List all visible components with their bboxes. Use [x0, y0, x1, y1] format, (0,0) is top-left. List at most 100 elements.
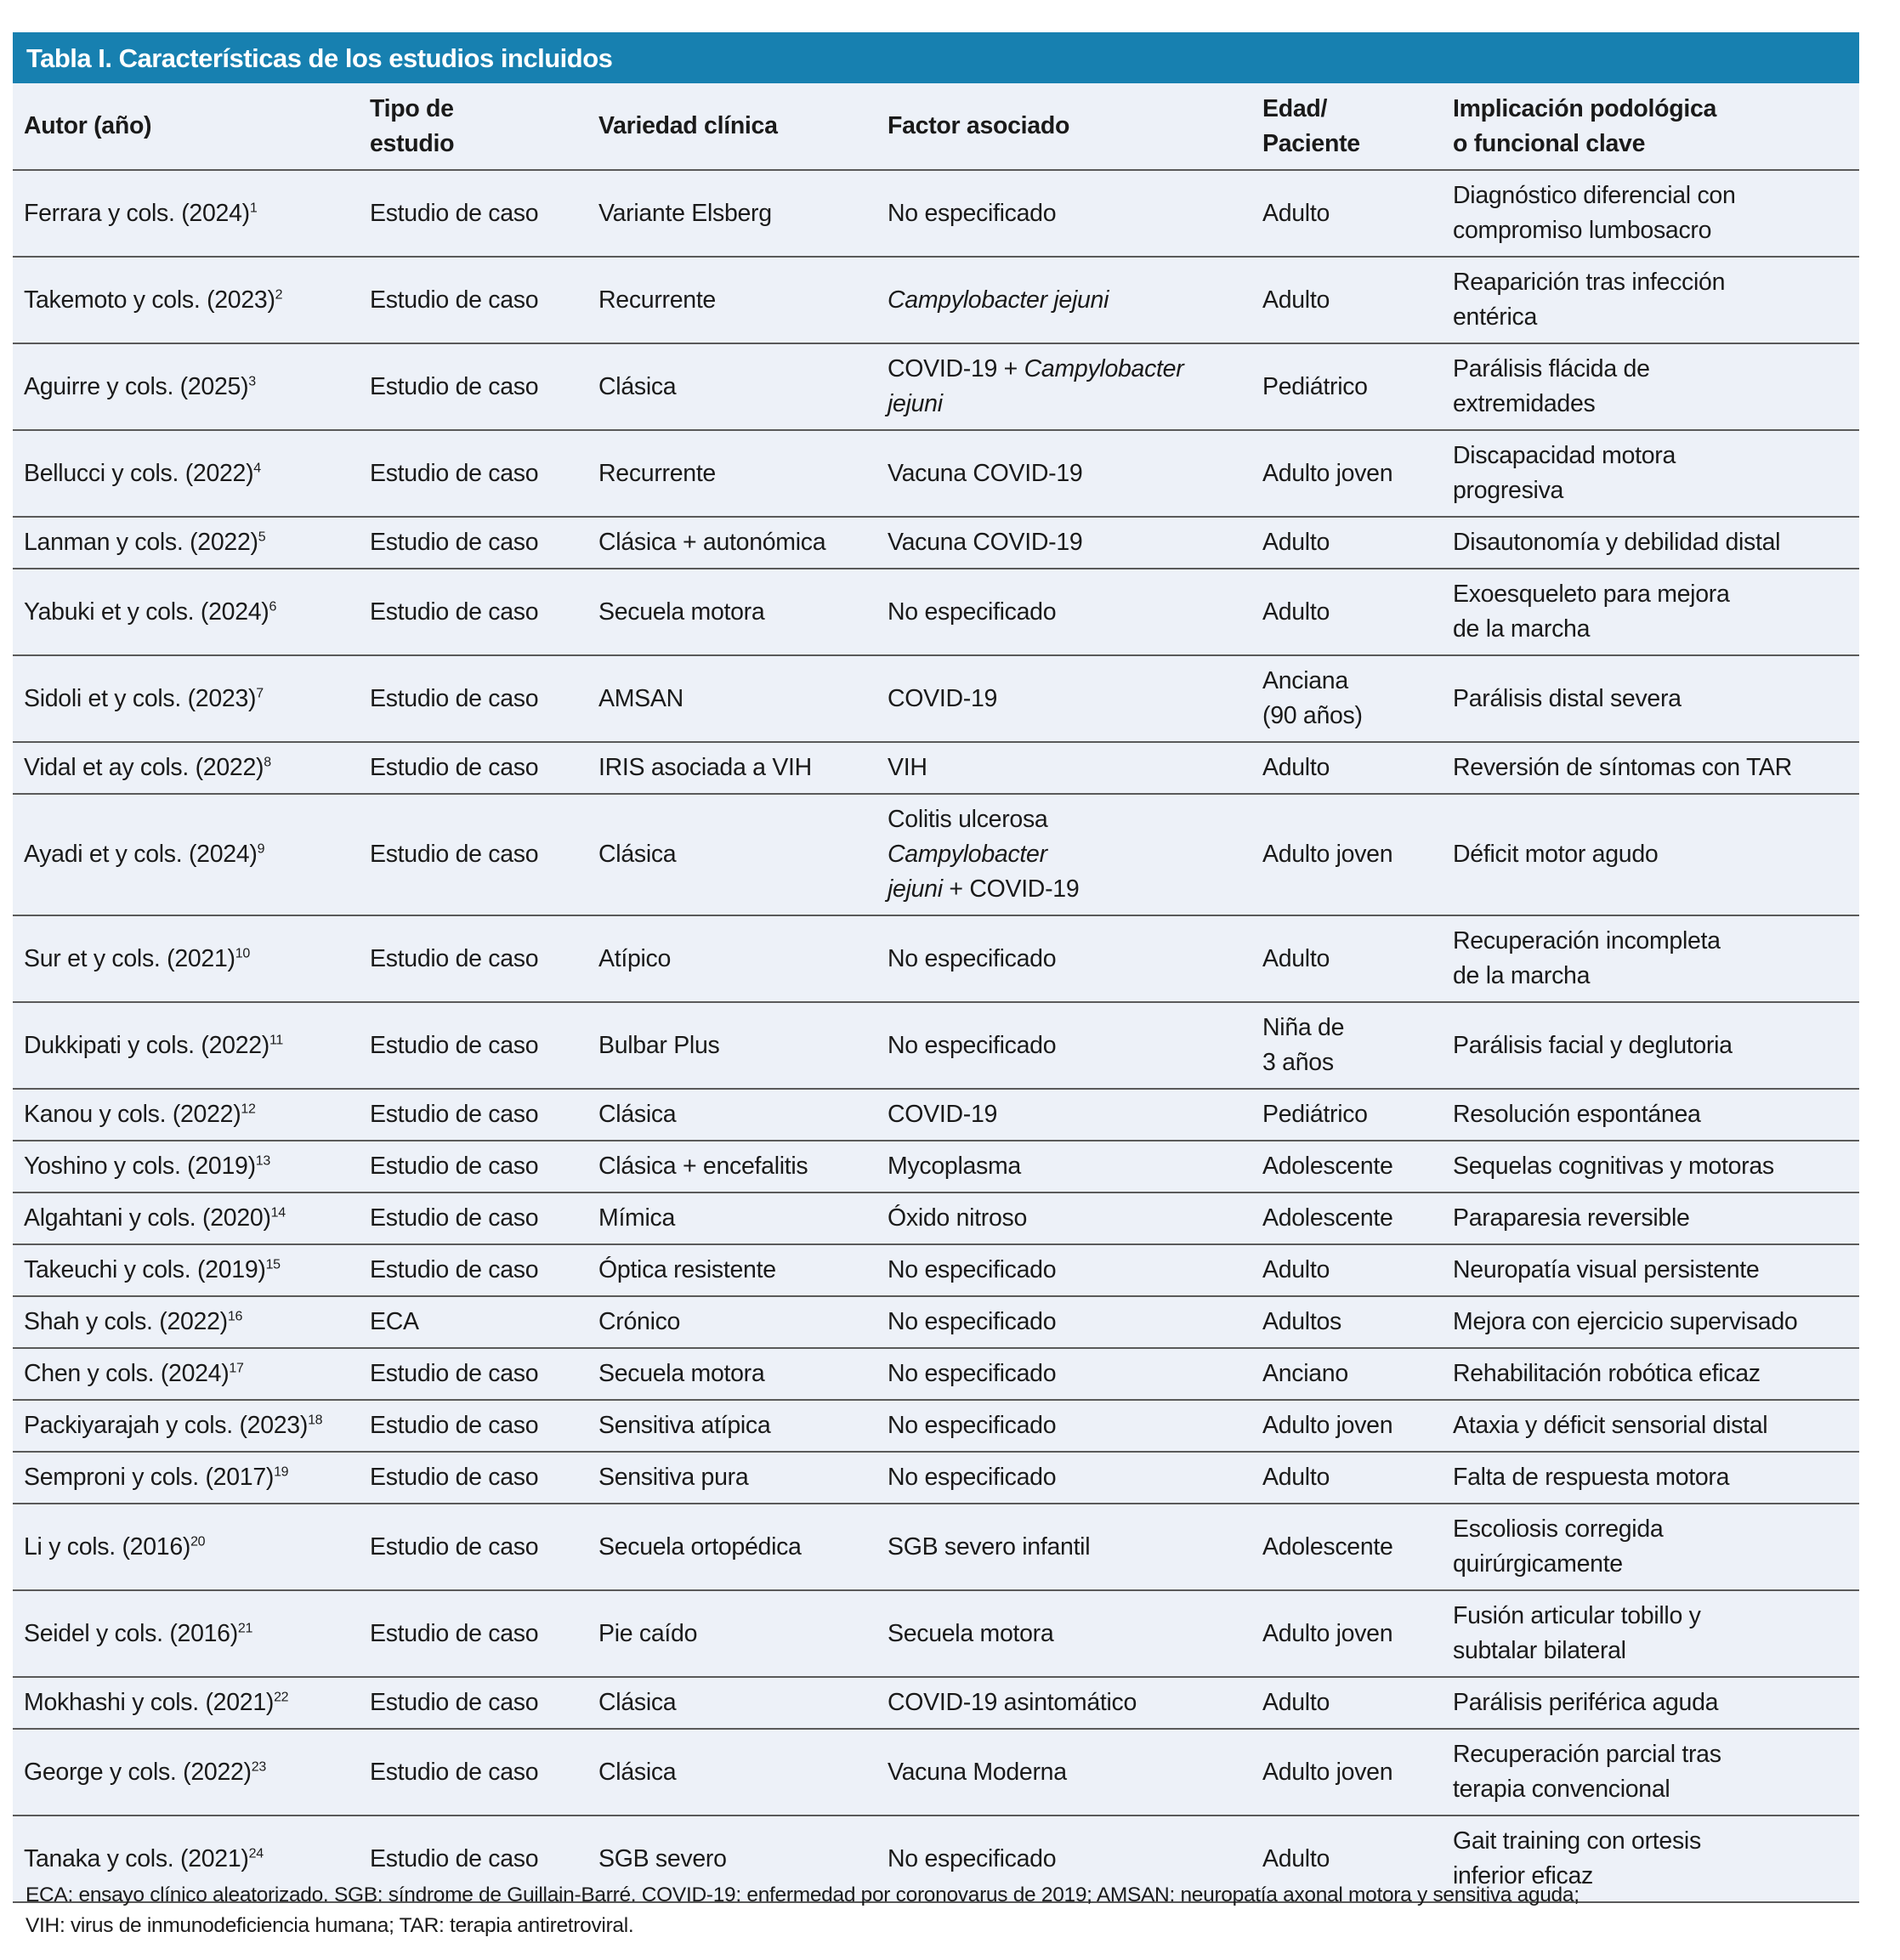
author-name: Ferrara y cols. (2024) — [24, 199, 250, 227]
cell-study-type: Estudio de caso — [359, 1677, 587, 1730]
reference-number: 7 — [256, 686, 264, 700]
cell-study-type: Estudio de caso — [359, 1244, 587, 1297]
table-row: Vidal et ay cols. (2022)8 Estudio de caso… — [13, 742, 1859, 795]
reference-number: 13 — [255, 1153, 271, 1169]
table-row: Seidel y cols. (2016)21 Estudio de caso Pi… — [13, 1590, 1859, 1678]
factor-text: Vacuna COVID-19 — [888, 459, 1083, 487]
cell-study-type: Estudio de caso — [359, 915, 587, 1003]
cell-study-type: Estudio de caso — [359, 569, 587, 656]
cell-study-type: Estudio de caso — [359, 1348, 587, 1401]
cell-age-patient: Adulto joven — [1251, 1400, 1442, 1453]
cell-age-patient: Adulto — [1251, 1677, 1442, 1730]
cell-age-patient: Adulto — [1251, 257, 1442, 344]
reference-number: 8 — [264, 755, 271, 770]
factor-italic-text: Campylobacter jejuni — [888, 841, 1047, 903]
cell-associated-factor: No especificado — [876, 170, 1251, 258]
author-name: Li y cols. (2016) — [24, 1532, 191, 1561]
cell-study-type: Estudio de caso — [359, 742, 587, 795]
cell-clinical-variety: Bulbar Plus — [587, 1002, 876, 1090]
table-row: Ayadi et y cols. (2024)9 Estudio de caso C… — [13, 794, 1859, 916]
cell-key-implication: Discapacidad motora progresiva — [1442, 430, 1859, 518]
table-row: Algahtani y cols. (2020)14 Estudio de cas… — [13, 1192, 1859, 1245]
table-row: Kanou y cols. (2022)12 Estudio de caso Clá… — [13, 1089, 1859, 1141]
cell-associated-factor: Vacuna COVID-19 — [876, 517, 1251, 569]
cell-clinical-variety: Clásica — [587, 1089, 876, 1141]
reference-number: 3 — [248, 374, 256, 388]
cell-age-patient: Adolescente — [1251, 1504, 1442, 1591]
reference-number: 22 — [274, 1690, 289, 1705]
cell-associated-factor: No especificado — [876, 1002, 1251, 1090]
cell-author: Takemoto y cols. (2023)2 — [13, 257, 359, 344]
cell-key-implication: Resolución espontánea — [1442, 1089, 1859, 1141]
cell-key-implication: Parálisis periférica aguda — [1442, 1677, 1859, 1730]
cell-clinical-variety: Óptica resistente — [587, 1244, 876, 1297]
reference-number: 5 — [258, 530, 266, 545]
reference-number: 1 — [249, 201, 258, 215]
cell-key-implication: Parálisis distal severa — [1442, 655, 1859, 743]
cell-associated-factor: Vacuna COVID-19 — [876, 430, 1251, 518]
cell-key-implication: Ataxia y déficit sensorial distal — [1442, 1400, 1859, 1453]
author-name: Chen y cols. (2024) — [24, 1360, 230, 1387]
cell-study-type: Estudio de caso — [359, 1816, 587, 1903]
table-row: Sur et y cols. (2021)10 Estudio de caso At… — [13, 915, 1859, 1003]
cell-clinical-variety: Secuela motora — [587, 569, 876, 656]
author-name: Kanou y cols. (2022) — [24, 1101, 241, 1128]
cell-clinical-variety: Clásica + autonómica — [587, 517, 876, 569]
author-name: Bellucci y cols. (2022) — [24, 459, 254, 487]
cell-age-patient: Adulto — [1251, 742, 1442, 795]
cell-age-patient: Adultos — [1251, 1296, 1442, 1349]
reference-number: 18 — [308, 1413, 323, 1428]
cell-key-implication: Fusión articular tobillo y subtalar bila… — [1442, 1590, 1859, 1678]
cell-associated-factor: No especificado — [876, 1296, 1251, 1349]
cell-clinical-variety: Crónico — [587, 1296, 876, 1349]
cell-clinical-variety: Sensitiva pura — [587, 1452, 876, 1504]
factor-text: No especificado — [888, 1360, 1057, 1387]
cell-associated-factor: No especificado — [876, 1244, 1251, 1297]
cell-age-patient: Adolescente — [1251, 1192, 1442, 1245]
cell-key-implication: Exoesqueleto para mejora de la marcha — [1442, 569, 1859, 656]
cell-clinical-variety: IRIS asociada a VIH — [587, 742, 876, 795]
table-row: Ferrara y cols. (2024)1 Estudio de caso Va… — [13, 170, 1859, 258]
column-header-key-implication: Implicación podológica o funcional clave — [1442, 83, 1859, 171]
cell-author: Bellucci y cols. (2022)4 — [13, 430, 359, 518]
cell-author: Tanaka y cols. (2021)24 — [13, 1816, 359, 1903]
cell-clinical-variety: Clásica + encefalitis — [587, 1141, 876, 1193]
cell-age-patient: Niña de 3 años — [1251, 1002, 1442, 1090]
cell-clinical-variety: Mímica — [587, 1192, 876, 1245]
cell-associated-factor: Vacuna Moderna — [876, 1729, 1251, 1816]
cell-author: Yabuki et y cols. (2024)6 — [13, 569, 359, 656]
cell-author: Ayadi et y cols. (2024)9 — [13, 794, 359, 916]
cell-author: Kanou y cols. (2022)12 — [13, 1089, 359, 1141]
author-name: Yabuki et y cols. (2024) — [24, 598, 269, 626]
cell-age-patient: Adulto — [1251, 1816, 1442, 1903]
cell-clinical-variety: Recurrente — [587, 257, 876, 344]
cell-author: Sidoli et y cols. (2023)7 — [13, 655, 359, 743]
cell-key-implication: Parálisis facial y deglutoria — [1442, 1002, 1859, 1090]
cell-author: Seidel y cols. (2016)21 — [13, 1590, 359, 1678]
table-row: Sidoli et y cols. (2023)7 Estudio de caso… — [13, 655, 1859, 743]
table-row: Shah y cols. (2022)16 ECA Crónico No especi… — [13, 1296, 1859, 1349]
cell-age-patient: Adulto — [1251, 170, 1442, 258]
table-row: Semproni y cols. (2017)19 Estudio de caso… — [13, 1452, 1859, 1504]
cell-key-implication: Sequelas cognitivas y motoras — [1442, 1141, 1859, 1193]
factor-text: Óxido nitroso — [888, 1204, 1028, 1232]
reference-number: 23 — [251, 1759, 267, 1774]
author-name: Lanman y cols. (2022) — [24, 529, 258, 556]
cell-study-type: ECA — [359, 1296, 587, 1349]
table-row: Tanaka y cols. (2021)24 Estudio de caso SG… — [13, 1816, 1859, 1903]
reference-number: 2 — [275, 287, 283, 302]
factor-text: No especificado — [888, 1308, 1057, 1335]
header-row: Autor (año) Tipo de estudio Variedad clíni… — [13, 83, 1859, 171]
cell-author: Ferrara y cols. (2024)1 — [13, 170, 359, 258]
cell-author: Aguirre y cols. (2025)3 — [13, 343, 359, 431]
cell-age-patient: Adulto — [1251, 915, 1442, 1003]
reference-number: 12 — [241, 1102, 256, 1117]
author-name: Sidoli et y cols. (2023) — [24, 684, 257, 712]
cell-associated-factor: Secuela motora — [876, 1590, 1251, 1678]
cell-study-type: Estudio de caso — [359, 257, 587, 344]
table-row: Dukkipati y cols. (2022)11 Estudio de cas… — [13, 1002, 1859, 1090]
table-footnote: ECA: ensayo clínico aleatorizado. SGB: s… — [26, 1884, 1580, 1937]
reference-number: 14 — [270, 1205, 286, 1221]
cell-age-patient: Adulto joven — [1251, 1729, 1442, 1816]
column-header-study-type: Tipo de estudio — [359, 83, 587, 171]
